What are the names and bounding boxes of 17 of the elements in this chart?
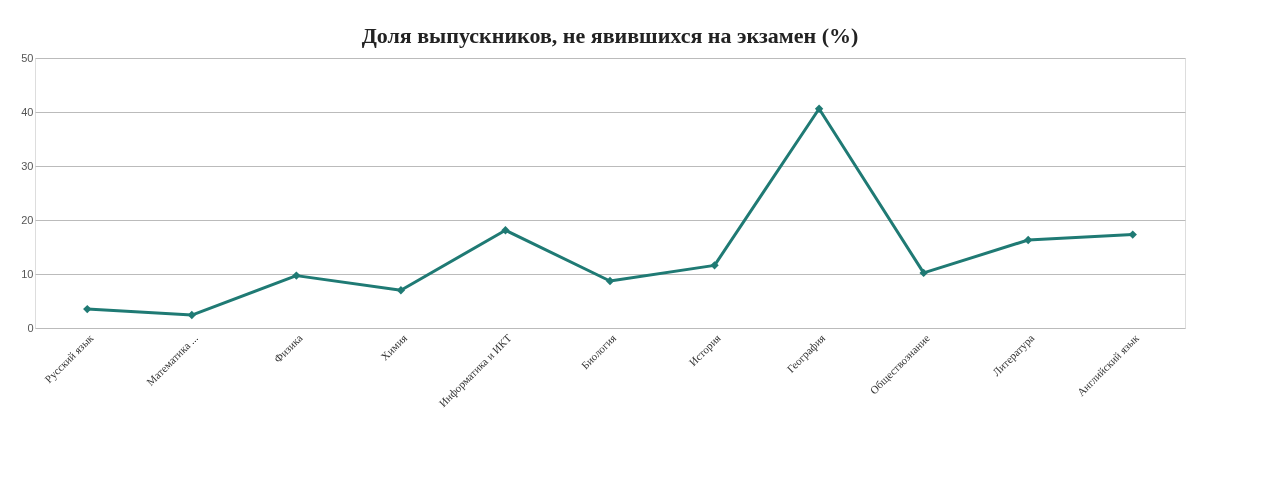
y-tick-label: 10 (21, 267, 34, 280)
y-tick-label: 20 (21, 213, 34, 226)
y-tick-label: 30 (21, 159, 34, 172)
y-tick-label: 50 (21, 51, 34, 64)
point (1024, 235, 1033, 245)
point (814, 104, 824, 113)
point (710, 261, 719, 270)
point (1128, 230, 1137, 239)
point (919, 268, 928, 278)
point (83, 304, 92, 314)
y-tick-label: 0 (27, 321, 34, 334)
point (292, 271, 301, 280)
point (396, 286, 406, 295)
point (187, 310, 196, 320)
chart-title: Доля выпускников, не явившихся на экзамен (%) (361, 23, 859, 48)
y-tick-label: 40 (21, 105, 34, 118)
point (501, 226, 510, 235)
